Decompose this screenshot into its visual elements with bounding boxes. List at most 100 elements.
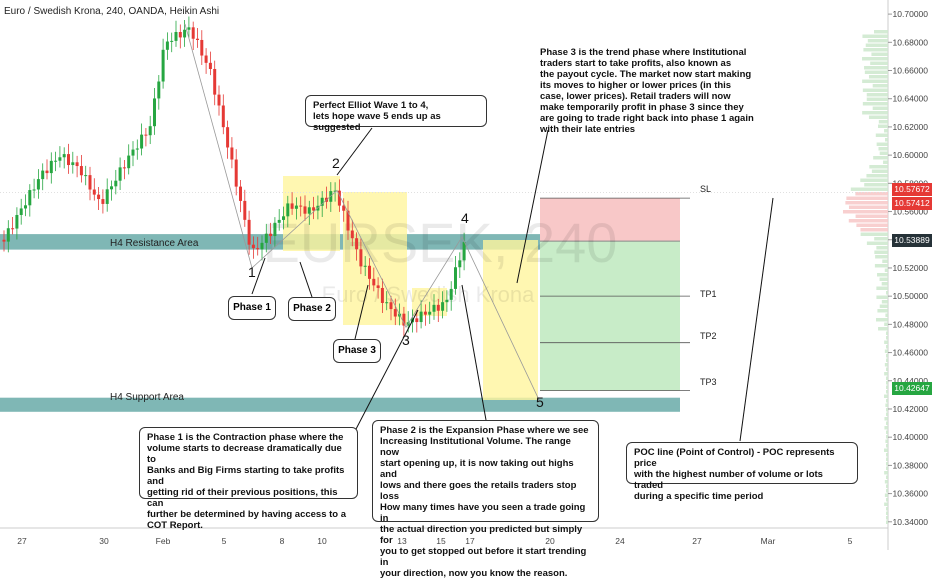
candle-body [127, 155, 131, 169]
candle-body [200, 39, 204, 56]
volume-profile-bar [884, 493, 888, 497]
candle-body [88, 175, 92, 190]
volume-profile-bar [868, 75, 888, 79]
candle-body [277, 219, 281, 223]
candle-body [135, 148, 139, 150]
volume-profile-bar [872, 84, 888, 88]
volume-profile-bar [884, 417, 888, 421]
volume-profile-bar [871, 169, 888, 173]
candle-body [170, 40, 174, 42]
volume-profile-bar [850, 187, 888, 191]
tp2-label: TP2 [700, 331, 717, 341]
x-tick-label: 27 [17, 536, 27, 546]
volume-profile-bar [886, 291, 888, 295]
phase3-note: Phase 3 is the trend phase where Institu… [540, 47, 754, 135]
volume-profile-bar [862, 79, 888, 83]
price-badge-last: 10.53889 [892, 234, 932, 247]
candle-body [36, 179, 40, 190]
candle-body [204, 55, 208, 63]
candle-body [226, 127, 230, 148]
callout-pointer [354, 309, 419, 432]
volume-profile-bar [876, 142, 888, 146]
volume-profile-bar [884, 372, 888, 376]
candle-body [187, 27, 191, 30]
volume-profile-bar [874, 30, 888, 34]
volume-profile-bar [860, 232, 888, 236]
candle-body [380, 287, 384, 303]
volume-profile-bar [883, 160, 888, 164]
wave-3-label: 3 [402, 332, 410, 348]
candle-body [449, 288, 453, 300]
candle-body [247, 219, 251, 245]
volume-profile-bar [864, 183, 888, 187]
volume-profile-bar [866, 97, 888, 101]
y-tick-label: 10.68000 [893, 37, 929, 47]
candle-body [299, 205, 303, 207]
candle-body [230, 147, 234, 160]
candle-body [221, 105, 225, 128]
volume-profile-bar [884, 471, 888, 475]
support-label: H4 Support Area [110, 392, 184, 403]
volume-profile-bar [867, 39, 888, 43]
phase3-tag: Phase 3 [333, 339, 381, 363]
volume-profile-bar [866, 93, 888, 97]
volume-profile-bar [884, 268, 888, 272]
candle-body [28, 190, 32, 206]
candle-body [260, 242, 264, 250]
y-tick-label: 10.34000 [893, 517, 929, 527]
phase-highlight [483, 240, 538, 400]
callout-pointer [516, 129, 549, 284]
volume-profile-bar [874, 264, 888, 268]
x-tick-label: 5 [222, 536, 227, 546]
y-tick-label: 10.46000 [893, 348, 929, 358]
volume-profile-bar [876, 246, 888, 250]
volume-profile-bar [886, 457, 888, 461]
candle-body [41, 170, 45, 180]
volume-profile-bar [855, 214, 888, 218]
volume-profile-bar [864, 70, 888, 74]
chart-canvas[interactable]: 10.70000 10.68000 10.66000 10.64000 10.62000… [0, 0, 932, 550]
candle-body [256, 248, 260, 250]
volume-profile-bar [886, 385, 888, 389]
y-tick-label: 10.38000 [893, 460, 929, 470]
watermark-name: Euro / Swedish Krona [322, 282, 536, 307]
volume-profile-bar [882, 259, 888, 263]
volume-profile-bar [872, 106, 888, 110]
volume-profile-bar [886, 381, 888, 385]
y-tick-label: 10.62000 [893, 122, 929, 132]
candle-body [178, 32, 182, 38]
volume-profile-bar [884, 448, 888, 452]
volume-profile-bar [884, 340, 888, 344]
candle-body [333, 190, 337, 192]
volume-profile-bar [868, 115, 888, 119]
elliott-wave-line [251, 189, 541, 403]
volume-profile-bar [881, 282, 888, 286]
candle-body [372, 278, 376, 286]
volume-profile-bar [886, 511, 888, 515]
candle-body [144, 134, 148, 136]
candle-body [445, 299, 449, 303]
volume-profile-bar [884, 349, 888, 353]
wave-5-label: 5 [536, 394, 544, 410]
x-tick-label: 24 [615, 536, 625, 546]
phase-highlight [343, 192, 407, 325]
y-tick-label: 10.52000 [893, 263, 929, 273]
volume-profile-bar [876, 295, 888, 299]
candle-body [6, 228, 10, 242]
candle-body [183, 29, 187, 38]
candle-body [251, 244, 255, 249]
take-profit-area [540, 241, 680, 391]
x-tick-label: 20 [545, 536, 555, 546]
volume-profile-bar [875, 255, 888, 259]
volume-profile-bar [886, 412, 888, 416]
y-tick-label: 10.50000 [893, 291, 929, 301]
callout-pointer [251, 257, 266, 295]
candle-body [303, 206, 307, 214]
candle-body [432, 304, 436, 312]
candle-body [264, 233, 268, 243]
volume-profile-bar [885, 403, 888, 407]
callout-pointer [461, 284, 487, 421]
candle-body [110, 186, 113, 190]
candle-body [208, 62, 212, 69]
